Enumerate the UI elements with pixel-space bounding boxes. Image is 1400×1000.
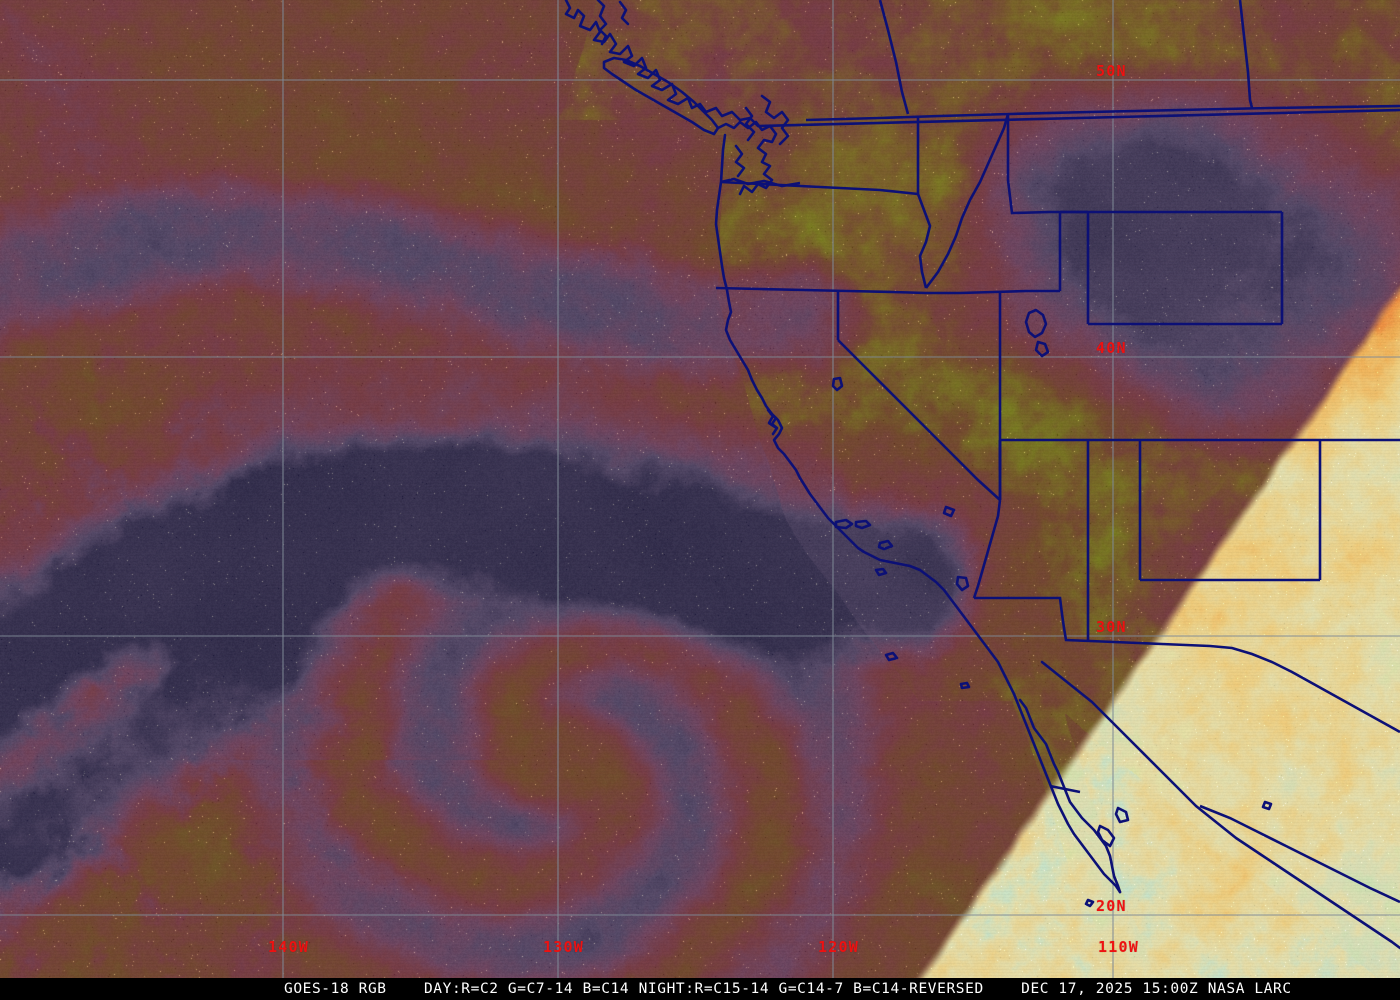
- lon-label-110w: 110W: [1098, 938, 1139, 956]
- caption-day-recipe: DAY:R=C2 G=C7-14 B=C14: [423, 981, 630, 997]
- lon-label-140w: 140W: [268, 938, 309, 956]
- caption-space-1: [349, 981, 358, 997]
- lon-label-130w: 130W: [543, 938, 584, 956]
- caption-source: NASA LARC: [1207, 981, 1292, 997]
- caption-satellite: GOES-18: [283, 981, 350, 997]
- lat-label-20n: 20N: [1096, 897, 1127, 915]
- caption-night-recipe: NIGHT:R=C15-14 G=C14-7 B=C14-REVERSED: [638, 981, 984, 997]
- caption-space-5: [1198, 981, 1207, 997]
- caption-product-type: RGB: [358, 981, 387, 997]
- lat-label-30n: 30N: [1096, 618, 1127, 636]
- caption-space-3: [629, 981, 638, 997]
- lat-label-50n: 50N: [1096, 62, 1127, 80]
- caption-space-2: [387, 981, 424, 997]
- caption-timestamp: DEC 17, 2025 15:00Z: [1021, 981, 1199, 997]
- caption-space-4: [984, 981, 1021, 997]
- lon-label-120w: 120W: [818, 938, 859, 956]
- lat-label-40n: 40N: [1096, 339, 1127, 357]
- product-caption-bar: GOES-18 RGB DAY:R=C2 G=C7-14 B=C14 NIGHT…: [0, 978, 1400, 1000]
